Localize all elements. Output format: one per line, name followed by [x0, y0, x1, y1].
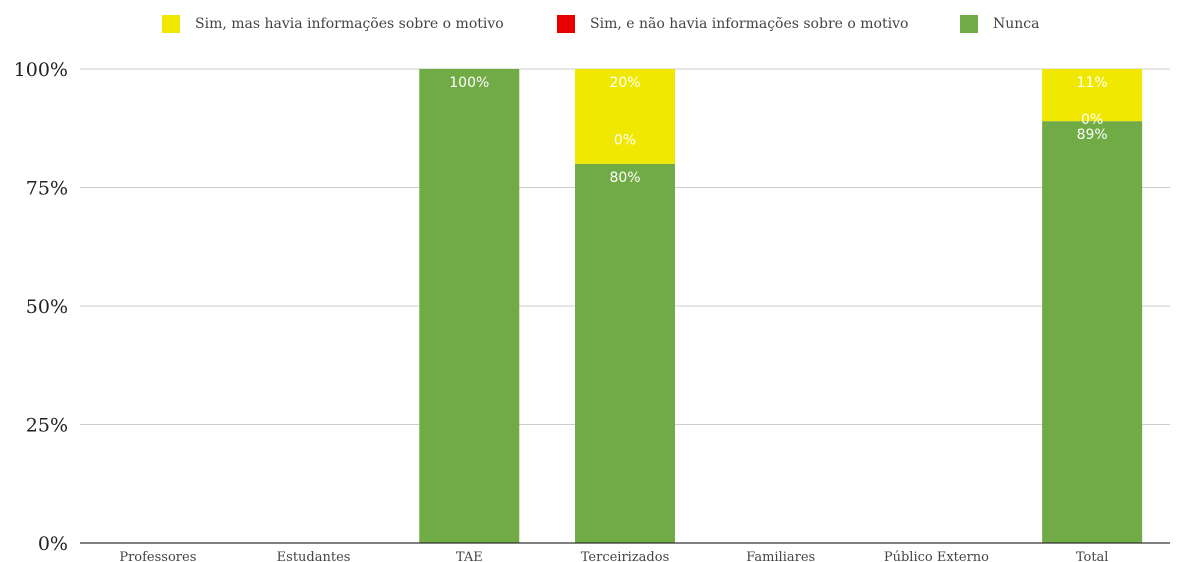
- y-tick-label: 25%: [26, 415, 68, 437]
- bar-segment: [575, 163, 675, 544]
- legend: Sim, mas havia informações sobre o motiv…: [162, 15, 1039, 33]
- x-tick-label: Familiares: [746, 550, 815, 562]
- data-label: 89%: [1077, 127, 1108, 143]
- bar-segment: [419, 69, 520, 543]
- y-tick-label: 100%: [14, 59, 68, 81]
- legend-item: Nunca: [960, 15, 1039, 33]
- x-tick-label: Terceirizados: [581, 550, 670, 562]
- data-label: 0%: [1081, 112, 1103, 128]
- data-label: 20%: [609, 75, 640, 91]
- x-tick-label: Total: [1076, 550, 1109, 562]
- bars: [419, 69, 1143, 544]
- legend-swatch: [557, 15, 575, 33]
- y-tick-label: 75%: [26, 178, 68, 200]
- data-label: 80%: [609, 170, 640, 186]
- data-label: 100%: [449, 75, 489, 91]
- x-tick-label: Professores: [119, 550, 196, 562]
- bar-segment: [575, 69, 675, 164]
- legend-label: Nunca: [993, 16, 1039, 32]
- legend-label: Sim, e não havia informações sobre o mot…: [590, 16, 908, 32]
- x-tick-label: Estudantes: [277, 550, 351, 562]
- x-tick-label: TAE: [456, 550, 483, 562]
- legend-swatch: [162, 15, 180, 33]
- data-label: 11%: [1077, 75, 1108, 91]
- legend-item: Sim, e não havia informações sobre o mot…: [557, 15, 908, 33]
- x-tick-label: Público Externo: [884, 550, 989, 562]
- legend-item: Sim, mas havia informações sobre o motiv…: [162, 15, 504, 33]
- legend-swatch: [960, 15, 978, 33]
- legend-label: Sim, mas havia informações sobre o motiv…: [195, 16, 504, 32]
- data-labels: 100%80%0%20%89%0%11%: [449, 75, 1107, 186]
- data-label: 0%: [614, 132, 636, 148]
- y-tick-label: 50%: [26, 296, 68, 318]
- bar-segment: [1042, 69, 1143, 122]
- y-tick-label: 0%: [38, 533, 68, 555]
- bar-segment: [1042, 121, 1143, 543]
- x-axis: Professores Estudantes TAE Terceirizados Fam…: [80, 542, 1170, 562]
- y-axis-ticks: 0% 25% 50% 75% 100%: [14, 59, 68, 555]
